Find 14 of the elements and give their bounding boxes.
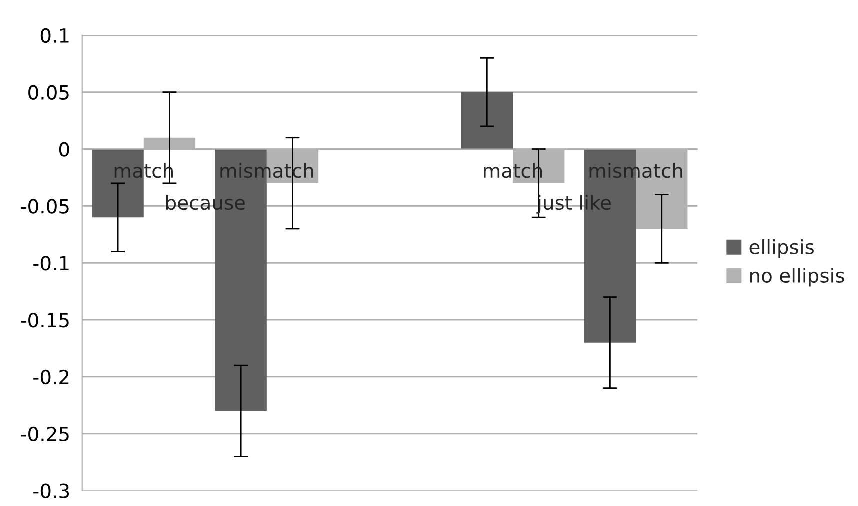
bar xyxy=(461,92,513,150)
legend-label: no ellipsis xyxy=(750,268,844,287)
y-tick-label: -0.25 xyxy=(21,426,69,442)
y-tick-label: 0 xyxy=(59,142,70,157)
y-tick-label: -0.15 xyxy=(21,313,69,328)
legend-label: ellipsis xyxy=(750,239,814,258)
y-tick-label: -0.3 xyxy=(34,484,70,498)
y-tick-label: 0.1 xyxy=(40,28,69,44)
x-tick-label: mismatch xyxy=(590,163,682,178)
x-tick-label: mismatch xyxy=(220,163,314,178)
y-tick-label: -0.1 xyxy=(34,256,69,271)
y-tick-label: 0.05 xyxy=(28,85,69,100)
y-tick-label: -0.05 xyxy=(21,199,69,214)
y-tick-label: -0.2 xyxy=(34,370,69,385)
